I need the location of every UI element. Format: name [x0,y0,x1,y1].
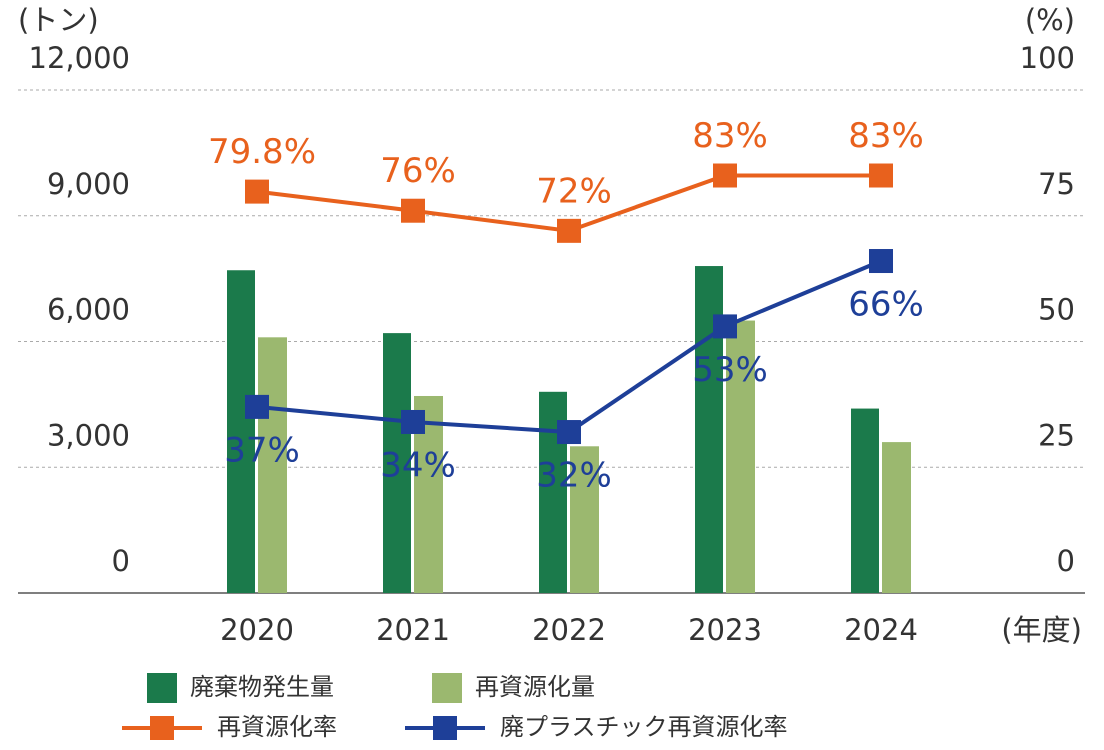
y-axis-label: (トン) [18,3,99,37]
point [557,420,581,445]
legend-swatch [147,673,177,703]
bar [383,333,411,593]
bar [227,270,255,593]
value-label: 83% [848,116,924,156]
bar [726,320,755,593]
point [401,409,425,434]
x-tick-label: 2024 [844,613,918,647]
x-tick-label: 2020 [220,613,294,647]
value-label: 83% [692,116,768,156]
y2-tick-label: 50 [1038,293,1075,327]
legend-marker [150,716,174,740]
line [256,259,882,435]
legend-label: 廃プラスチック再資源化率 [500,713,788,741]
y2-tick-label: 0 [1057,544,1075,578]
value-label: 53% [692,350,768,390]
value-label: 79.8% [208,132,316,172]
legend-swatch [432,673,462,703]
legend-label: 再資源化量 [475,673,595,701]
value-label: 37% [224,430,300,470]
point [869,163,893,188]
y-tick-label: 0 [112,544,130,578]
y-tick-label: 6,000 [47,293,130,327]
point [713,163,737,188]
value-label: 32% [536,456,612,496]
value-label: 34% [380,445,456,485]
x-tick-label: 2022 [532,613,606,647]
legend-label: 再資源化率 [217,713,337,741]
point [401,198,425,223]
bar [851,408,879,593]
y2-tick-label: 25 [1038,418,1075,452]
legend-marker [433,716,457,740]
value-label: 72% [536,171,612,211]
x-axis-label: (年度) [1001,613,1082,647]
y-tick-label: 3,000 [47,418,130,452]
y2-tick-label: 75 [1038,167,1075,201]
bar [570,446,599,593]
y2-tick-label: 100 [1020,41,1075,75]
bar [258,337,287,593]
point [713,314,737,339]
value-label: 66% [848,285,924,325]
y-tick-label: 9,000 [47,167,130,201]
y2-axis-label: (%) [1025,3,1075,37]
point [245,179,269,204]
point [557,218,581,243]
point [245,394,269,419]
x-tick-label: 2021 [376,613,450,647]
point [869,249,893,274]
value-label: 76% [380,151,456,191]
y-tick-label: 12,000 [29,41,130,75]
x-tick-label: 2023 [688,613,762,647]
bar [882,442,911,593]
legend-label: 廃棄物発生量 [190,673,334,701]
